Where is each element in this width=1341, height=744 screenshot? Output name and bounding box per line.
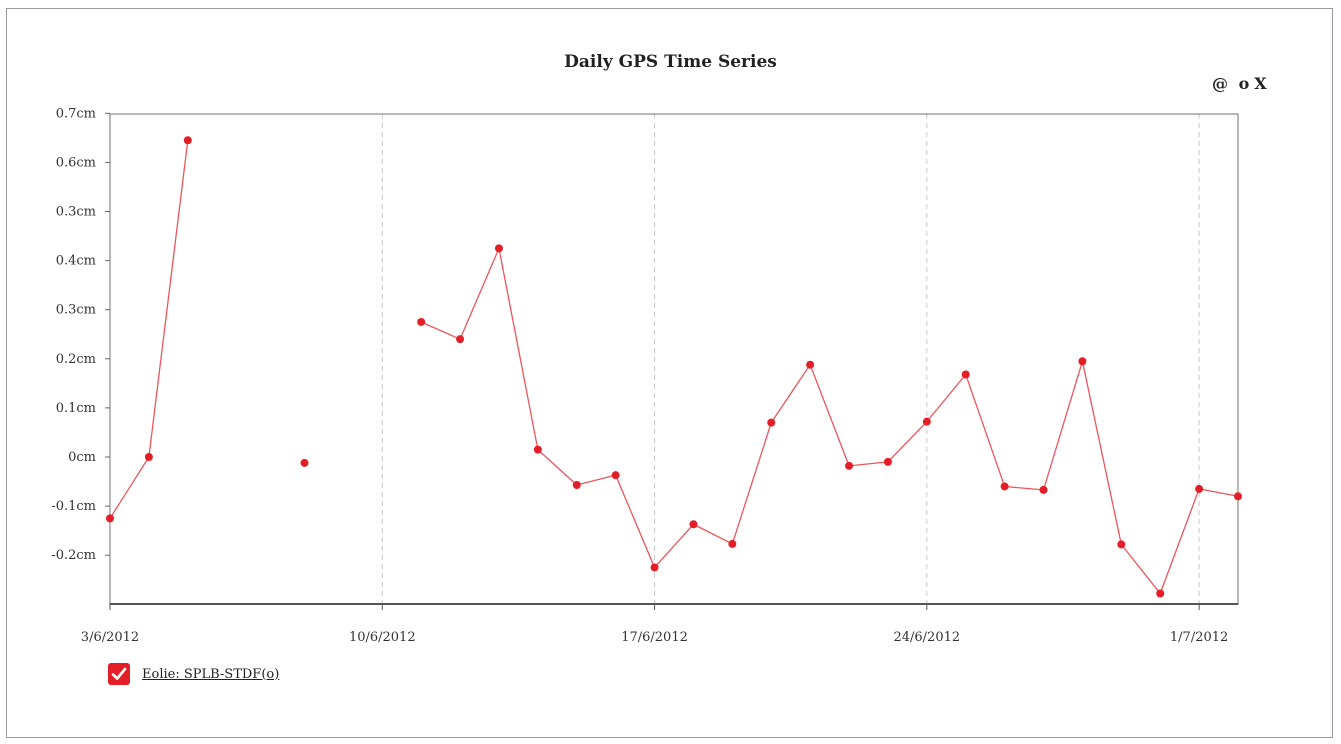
data-point [572,480,581,489]
series-line-segment [770,364,811,423]
series-line-segment [1004,485,1044,491]
series-line-segment [848,461,888,467]
y-tick-label: 0.4cm [56,254,96,269]
x-tick-label: 3/6/2012 [81,630,139,645]
close-button[interactable]: X [1254,74,1267,93]
y-tick-label: 0cm [68,450,96,465]
x-tick-label: 10/6/2012 [349,630,416,645]
data-point [1078,357,1087,366]
series-line-segment [1081,361,1122,545]
data-point [106,514,114,523]
y-tick-label: -0.1cm [51,499,96,514]
x-tick-label: 17/6/2012 [621,630,688,645]
y-tick-label: 0.2cm [56,352,96,367]
y-tick-label: 0.3cm [56,303,96,318]
series-line-segment [576,474,616,486]
check-icon[interactable] [108,663,130,685]
minimize-button[interactable]: o [1238,74,1250,93]
data-point [456,335,465,344]
series-line-segment [693,523,733,545]
y-axis: -0.2cm -0.1cm 0cm 0.1cm 0.2cm 0.3cm 0.4cm 0.3cm… [51,106,110,563]
data-point [417,317,426,326]
data-point [961,370,970,379]
legend: Eolie: SPLB-STDF(o) [108,663,279,685]
data-point [728,539,737,548]
series-line-segment [1120,543,1161,594]
series-line-segment [654,523,694,568]
series-line-segment [887,421,928,463]
series-line-segment [926,374,967,423]
data-point [1000,482,1009,491]
data-point [1234,492,1242,501]
series-line-segment [537,449,578,486]
data-point [183,136,192,145]
data-point [845,461,854,470]
series-line-segment [498,248,539,450]
chart-frame [6,8,1333,738]
x-axis: 3/6/2012 10/6/2012 17/6/2012 24/6/2012 1/7/2… [81,604,1228,645]
series-line-segment [1159,488,1200,594]
data-point [689,520,698,529]
data-point [300,458,309,467]
series-line-segment [615,474,656,568]
series-line-segment [1198,488,1239,497]
y-tick-label: -0.2cm [51,548,96,563]
data-point [767,418,776,427]
data-point [1117,540,1126,549]
x-tick-label: 1/7/2012 [1170,630,1228,645]
data-point [806,360,815,369]
y-tick-label: 0.6cm [56,155,96,170]
series-line-segment [809,364,850,467]
legend-series-label[interactable]: Eolie: SPLB-STDF(o) [142,666,280,682]
series-line-segment [109,456,150,519]
plot-area-border [109,113,1239,605]
series-line-segment [1042,361,1084,491]
y-tick-label: 0.1cm [56,401,96,416]
data-point [1195,484,1204,493]
grid-layer [381,114,1200,604]
series-line-segment [965,374,1006,487]
series-line-segment [459,248,500,340]
series-line-segment [148,140,189,458]
data-point [611,471,620,480]
data-point [494,244,503,253]
series-line-segment [731,422,772,545]
x-tick-label: 24/6/2012 [893,630,960,645]
data-point [883,457,892,466]
data-point [533,445,542,454]
data-point [650,563,659,572]
chart-title: Daily GPS Time Series [564,52,777,72]
y-tick-label: 0.3cm [56,205,96,220]
data-point [144,453,153,461]
data-point [1039,485,1048,494]
data-point [1156,589,1165,598]
zoom-icon[interactable]: @ [1212,74,1228,93]
data-point [922,417,931,426]
series-line-segment [420,321,461,340]
y-tick-label: 0.7cm [56,106,96,121]
series-layer [106,136,1242,598]
